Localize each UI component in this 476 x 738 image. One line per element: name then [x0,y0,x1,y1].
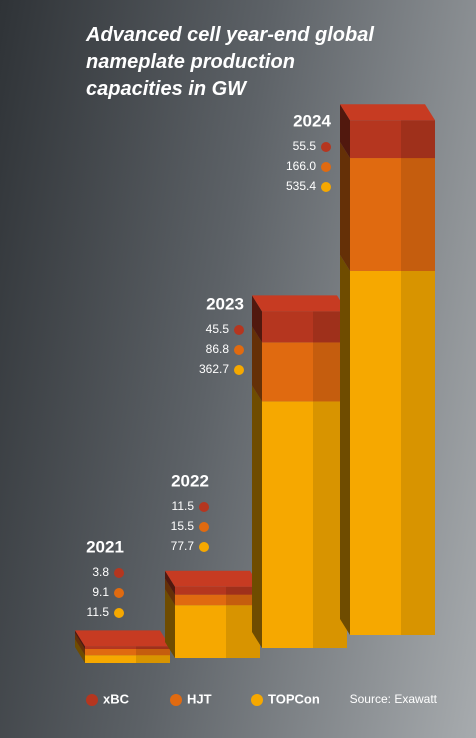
bar-highlight [136,648,170,656]
value-dot [234,325,244,335]
year-label: 2021 [86,537,124,556]
value-dot [199,522,209,532]
bar-side [165,589,175,658]
bar-side [75,632,85,656]
value-dot [234,365,244,375]
legend-dot [86,694,98,706]
value-label: 77.7 [171,539,195,553]
source: Source: Exawatt [350,692,438,706]
bar-highlight [136,655,170,663]
bar-highlight [401,120,435,159]
bar-highlight [226,594,260,606]
bar-top [75,630,170,647]
bar-side [75,630,85,649]
legend-label: HJT [187,691,212,706]
value-dot [114,588,124,598]
year-label: 2023 [206,294,244,313]
bar-highlight [226,586,260,595]
bar-side [340,142,350,271]
value-label: 55.5 [293,139,317,153]
legend-label: TOPCon [268,691,320,706]
value-dot [234,345,244,355]
value-label: 15.5 [171,519,195,533]
bar-top [340,104,435,121]
value-dot [199,502,209,512]
value-label: 86.8 [206,342,230,356]
value-dot [199,542,209,552]
value-label: 362.7 [199,362,229,376]
bar-top [252,295,347,312]
bar-segment [175,586,260,595]
year-label: 2022 [171,471,209,490]
bar-highlight [401,270,435,635]
bar-segment [85,646,170,649]
bar-highlight [136,646,170,649]
bar-segment [85,648,170,656]
value-label: 11.5 [172,499,195,513]
value-dot [321,182,331,192]
bar-side [165,578,175,606]
value-label: 535.4 [286,179,316,193]
bar-side [340,104,350,159]
bar-top [165,570,260,587]
bar-highlight [401,158,435,271]
value-dot [114,608,124,618]
bar-side [252,295,262,343]
value-label: 3.8 [92,565,109,579]
value-dot [114,568,124,578]
bar-side [252,326,262,402]
bar-segment [85,655,170,663]
value-label: 9.1 [92,585,109,599]
bar-side [165,570,175,595]
value-dot [321,162,331,172]
value-dot [321,142,331,152]
value-label: 11.5 [87,605,110,619]
legend-label: xBC [103,691,130,706]
value-label: 166.0 [286,159,316,173]
bar-side [340,254,350,636]
bar-side [252,385,262,648]
bar-side [75,639,85,663]
value-label: 45.5 [206,322,230,336]
legend-dot [251,694,263,706]
year-label: 2024 [293,111,331,130]
legend-dot [170,694,182,706]
chart-title: Advanced cell year-end global nameplate … [86,24,374,100]
bar-segment [175,594,260,606]
